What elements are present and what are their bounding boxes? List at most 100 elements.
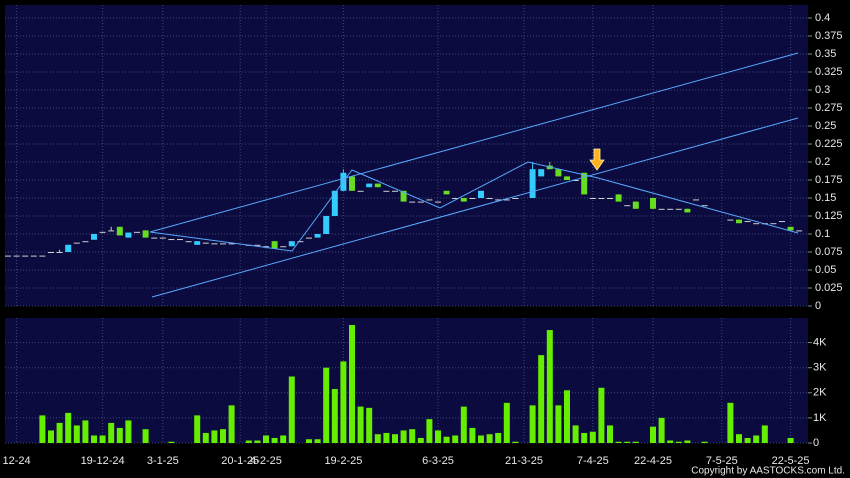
- candle-body: [73, 242, 80, 244]
- x-tick-label: 22-5-25: [772, 455, 810, 467]
- candle-body: [211, 243, 218, 245]
- y-tick-label: 2K: [813, 387, 827, 399]
- volume-bar: [220, 429, 226, 443]
- candle-body: [30, 255, 37, 257]
- volume-bar: [374, 434, 381, 443]
- grid-layer: [5, 5, 808, 444]
- candle-body: [564, 176, 570, 180]
- candle-body: [572, 180, 579, 181]
- volume-bar: [538, 355, 545, 443]
- candle-body: [125, 232, 132, 238]
- candle-body: [650, 198, 656, 209]
- candle-body: [48, 252, 54, 253]
- volume-bar: [503, 402, 510, 443]
- y-tick-label: 1K: [813, 412, 827, 424]
- candle-body: [271, 241, 278, 249]
- candle-body: [417, 201, 424, 203]
- candle-body: [736, 219, 742, 224]
- volume-bar: [564, 390, 570, 443]
- y-tick-label: 3K: [813, 362, 827, 374]
- candle-body: [314, 234, 321, 238]
- candle-body: [555, 169, 562, 177]
- candle-body: [357, 190, 364, 192]
- x-tick-label: 3-1-25: [147, 455, 179, 467]
- y-tick-label: 0.325: [815, 66, 843, 78]
- candle-body: [39, 255, 46, 257]
- candle-body: [787, 226, 794, 231]
- volume-bar: [435, 430, 441, 443]
- candle-body: [667, 208, 674, 210]
- volume-bar: [736, 434, 742, 443]
- volume-bar: [392, 434, 398, 443]
- candle-body: [99, 231, 106, 233]
- volume-bar: [245, 440, 252, 443]
- volume-bar: [486, 434, 493, 443]
- volume-bar: [91, 435, 97, 443]
- y-tick-label: 0: [815, 300, 821, 312]
- signal-arrow: [589, 148, 605, 171]
- volume-bar: [495, 432, 502, 443]
- mark-layer: [5, 162, 803, 443]
- x-tick-label: 7-5-25: [706, 455, 738, 467]
- candle-body: [297, 241, 304, 243]
- volume-panel: [5, 318, 808, 443]
- y-tick-label: 0.025: [815, 282, 843, 294]
- x-tick-label: 19-2-25: [324, 455, 362, 467]
- candle-body: [684, 208, 691, 213]
- candle-body: [779, 221, 785, 223]
- volume-bar: [349, 325, 355, 443]
- volume-bar: [675, 441, 682, 443]
- volume-bar: [787, 437, 794, 443]
- volume-bar: [383, 432, 390, 443]
- candle-body: [770, 223, 777, 225]
- volume-bar: [589, 431, 596, 443]
- candle-body: [409, 201, 416, 203]
- candle-body: [177, 239, 183, 241]
- y-tick-label: 0.25: [815, 120, 836, 132]
- lower-channel-line: [151, 117, 799, 298]
- volume-bar: [684, 440, 691, 443]
- candle-body: [658, 208, 665, 210]
- candle-body: [13, 255, 20, 257]
- volume-bar: [650, 426, 656, 443]
- volume-bar: [607, 425, 613, 443]
- volume-bar: [478, 435, 484, 443]
- y-tick-label: 0.15: [815, 192, 836, 204]
- x-tick-label: 20-1-25: [221, 455, 259, 467]
- volume-bar: [658, 417, 665, 443]
- candle-body: [56, 252, 63, 253]
- volume-bar: [546, 330, 553, 443]
- candle-body: [460, 198, 467, 202]
- candle-body: [134, 231, 140, 233]
- y-tick-label: 0: [813, 437, 819, 449]
- volume-bar: [228, 405, 235, 443]
- y-tick-label: 0.125: [815, 210, 843, 222]
- candle-body: [383, 190, 390, 192]
- volume-bar: [744, 437, 751, 443]
- candle-body: [529, 169, 536, 198]
- y-tick-label: 0.4: [815, 12, 830, 24]
- volume-bar: [56, 422, 63, 443]
- candle-body: [228, 243, 235, 245]
- volume-bar: [727, 402, 734, 443]
- y-tick-label: 0.275: [815, 102, 843, 114]
- y-tick-label: 0.1: [815, 228, 830, 240]
- candle-body: [254, 244, 261, 246]
- volume-bar: [142, 429, 149, 443]
- candle-body: [624, 205, 631, 207]
- candle-body: [615, 194, 622, 202]
- upper-channel-line: [149, 52, 799, 233]
- candle-body: [632, 201, 639, 209]
- candle-body: [693, 199, 699, 201]
- volume-bar: [108, 422, 115, 443]
- y-tick-label: 0.175: [815, 174, 843, 186]
- x-tick-label: 22-4-25: [634, 455, 672, 467]
- candle-body: [503, 199, 510, 201]
- y-tick-label: 0.3: [815, 84, 830, 96]
- candle-body: [116, 226, 123, 236]
- candle-body: [443, 190, 450, 195]
- candle-body: [263, 246, 269, 248]
- volume-bar: [323, 367, 330, 443]
- label-layer: 0 0.025 0.05 0.075 0.1 0.125 0.15 0.175 0.2 0.225…: [3, 12, 843, 467]
